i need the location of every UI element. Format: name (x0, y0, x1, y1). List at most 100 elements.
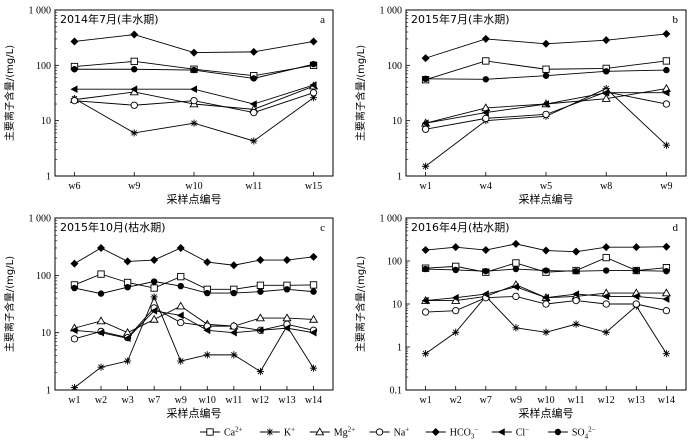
data-point (177, 282, 184, 290)
series-group (69, 30, 319, 145)
y-axis-label: 主要离子含量/(mg/L) (354, 45, 367, 141)
data-point (572, 290, 580, 298)
series-line (425, 91, 667, 130)
data-point (150, 307, 158, 315)
data-point (190, 119, 198, 127)
data-point (512, 265, 520, 273)
data-point (249, 47, 258, 56)
x-tick-label: w10 (537, 395, 554, 406)
data-point (70, 37, 79, 46)
data-point (124, 284, 131, 291)
data-point (177, 272, 185, 281)
data-point (130, 30, 139, 39)
data-point (256, 256, 265, 265)
data-point (451, 293, 459, 302)
data-point (663, 267, 670, 275)
legend-marker (315, 427, 325, 436)
x-tick-label: w9 (175, 395, 187, 406)
data-point (481, 34, 490, 43)
x-tick-label: w1 (419, 395, 431, 406)
data-point (452, 266, 459, 274)
data-point (97, 290, 105, 297)
legend-item: Cl− (491, 426, 529, 439)
data-point (662, 57, 671, 65)
data-point (309, 37, 318, 46)
data-point (150, 284, 158, 292)
x-tick-label: w5 (540, 181, 552, 192)
x-tick-label: w13 (278, 395, 295, 406)
data-point (70, 97, 79, 105)
legend-label: HCO3− (450, 426, 479, 441)
x-tick-label: w10 (185, 181, 202, 192)
data-point (282, 324, 290, 332)
legend-item: SO42− (547, 426, 596, 441)
data-point (97, 270, 105, 278)
data-point (422, 350, 430, 358)
y-tick-label: 1 000 (380, 214, 403, 225)
data-point (662, 295, 670, 303)
y-tick-label: 10 (392, 116, 402, 127)
legend-label: Mg2+ (334, 426, 355, 439)
data-point (283, 286, 291, 293)
data-point (542, 110, 550, 119)
data-point (250, 108, 258, 117)
data-point (130, 101, 138, 109)
data-point (309, 328, 317, 337)
x-tick-label: w4 (480, 181, 492, 192)
x-tick-label: w15 (305, 181, 322, 192)
data-point (662, 350, 670, 358)
legend-item: Mg2+ (309, 426, 355, 439)
chart-panel-c: 1 10 100 1 000 w1 w2 w3 w7 w9 w10 w11 w12 w13 w14 采样点编… (3, 214, 334, 420)
y-tick-label: 1 (397, 343, 402, 354)
x-tick-label: w14 (305, 395, 322, 406)
data-point (602, 36, 611, 45)
y-tick-label: 100 (387, 61, 402, 72)
data-point (572, 320, 580, 328)
data-point (256, 281, 265, 289)
y-tick-label: 1 000 (380, 6, 403, 17)
data-point (542, 328, 550, 336)
data-point (602, 243, 611, 252)
y-axis-label: 主要离子含量/(mg/L) (354, 256, 367, 352)
chart-panel-a: 1 10 100 1 000 w6 w9 w10 w11 w15 采样点编号 主要离子含量/(mg/… (3, 6, 334, 206)
data-point (422, 162, 430, 170)
legend-item: Na+ (369, 426, 410, 439)
data-point (70, 259, 79, 268)
data-point (662, 141, 670, 149)
panel-title: 2014年7月(丰水期) (60, 12, 159, 26)
x-tick-label: w9 (660, 181, 672, 192)
x-tick-label: w12 (598, 395, 615, 406)
x-tick-label: w1 (419, 181, 431, 192)
data-point (542, 246, 550, 255)
data-point (176, 311, 184, 320)
data-point (130, 57, 138, 66)
y-tick-label: 1 (46, 386, 51, 397)
data-point (602, 292, 610, 301)
data-point (542, 65, 550, 73)
data-point (203, 326, 211, 335)
data-point (123, 257, 132, 266)
data-point (542, 100, 549, 108)
y-tick-label: 0.1 (390, 386, 403, 397)
data-point (572, 247, 581, 256)
data-point (309, 281, 318, 289)
panel-letter: c (320, 222, 325, 234)
series-group (69, 243, 319, 390)
y-tick-label: 1 (46, 172, 51, 183)
legend-label: Na+ (394, 426, 410, 439)
data-point (421, 54, 430, 63)
data-point (481, 108, 489, 117)
data-point (482, 267, 489, 275)
data-point (662, 307, 671, 315)
data-point (70, 85, 78, 94)
data-point (190, 66, 198, 74)
legend-marker (554, 428, 562, 436)
data-point (602, 328, 610, 336)
data-point (177, 318, 185, 327)
data-point (542, 300, 550, 308)
x-tick-label: w1 (68, 395, 80, 406)
data-point (123, 334, 131, 343)
data-point (149, 314, 159, 323)
legend-label: Cl− (516, 426, 529, 439)
